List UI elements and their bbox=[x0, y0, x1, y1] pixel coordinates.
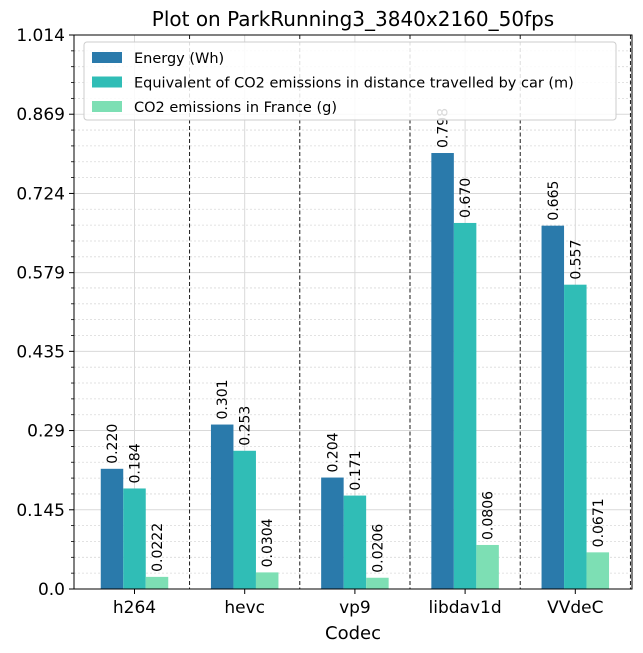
data-label: 0.0222 bbox=[150, 523, 166, 572]
x-tick-label: hevc bbox=[224, 598, 265, 618]
data-label: 0.0671 bbox=[591, 498, 607, 547]
bar-vp9-series-1 bbox=[343, 495, 367, 589]
legend-label: CO2 emissions in France (g) bbox=[134, 100, 337, 116]
data-label: 0.557 bbox=[568, 240, 584, 280]
y-tick-label: 0.435 bbox=[16, 342, 65, 362]
data-label: 0.184 bbox=[128, 443, 144, 483]
data-label: 0.253 bbox=[238, 406, 254, 446]
bar-vp9-series-0 bbox=[321, 477, 344, 589]
x-axis-label: Codec bbox=[325, 623, 381, 644]
y-tick-label: 0.29 bbox=[27, 422, 65, 442]
data-label: 0.670 bbox=[458, 178, 474, 218]
bar-h264-series-1 bbox=[123, 488, 146, 589]
legend-swatch bbox=[92, 76, 122, 88]
data-label: 0.665 bbox=[546, 181, 562, 221]
x-tick-label: h264 bbox=[113, 598, 156, 618]
bar-h264-series-2 bbox=[145, 576, 169, 589]
bar-libdav1d-series-1 bbox=[453, 222, 477, 590]
bar-vp9-series-2 bbox=[366, 577, 389, 589]
data-label: 0.0206 bbox=[370, 524, 386, 573]
bar-VVdeC-series-0 bbox=[541, 225, 565, 590]
legend-label: Equivalent of CO2 emissions in distance … bbox=[134, 76, 574, 92]
y-tick-label: 0.724 bbox=[16, 184, 65, 204]
bar-VVdeC-series-2 bbox=[586, 552, 610, 589]
y-tick-label: 0.579 bbox=[16, 264, 65, 284]
y-tick-label: 1.014 bbox=[16, 26, 65, 46]
legend-label: Energy (Wh) bbox=[134, 51, 224, 67]
category-separators bbox=[189, 35, 631, 589]
data-label: 0.0304 bbox=[260, 518, 276, 567]
data-label: 0.0806 bbox=[481, 491, 497, 540]
y-tick-label: 0.145 bbox=[16, 501, 65, 521]
x-axis: h264 hevc vp9 libdav1d VVdeC bbox=[113, 589, 603, 618]
x-tick-label: VVdeC bbox=[547, 598, 603, 618]
legend: Energy (Wh) Equivalent of CO2 emissions i… bbox=[83, 41, 617, 121]
y-tick-label: 0.0 bbox=[38, 580, 65, 600]
x-tick-label: vp9 bbox=[339, 598, 371, 618]
bars bbox=[100, 153, 610, 590]
legend-swatch bbox=[92, 101, 122, 112]
data-label: 0.204 bbox=[325, 432, 341, 472]
bar-libdav1d-series-0 bbox=[431, 153, 454, 589]
x-tick-label: libdav1d bbox=[429, 598, 502, 618]
data-label: 0.301 bbox=[215, 379, 231, 419]
y-tick-label: 0.869 bbox=[16, 105, 65, 125]
legend-swatch bbox=[92, 52, 122, 63]
bar-hevc-series-0 bbox=[210, 424, 234, 589]
data-labels: 0.2200.3010.2040.7980.6650.1840.2530.171… bbox=[105, 108, 607, 573]
chart-title: Plot on ParkRunning3_3840x2160_50fps bbox=[152, 7, 554, 31]
data-label: 0.171 bbox=[348, 450, 364, 490]
y-axis: 0.0 0.145 0.29 0.435 0.579 0.724 0.869 1.014 bbox=[16, 26, 74, 600]
bar-hevc-series-1 bbox=[233, 450, 256, 589]
data-label: 0.220 bbox=[105, 424, 121, 464]
bar-h264-series-0 bbox=[100, 468, 124, 589]
bar-VVdeC-series-1 bbox=[564, 284, 587, 589]
plot-frame bbox=[73, 34, 633, 590]
bar-libdav1d-series-2 bbox=[476, 544, 499, 589]
bar-hevc-series-2 bbox=[255, 572, 279, 589]
legend-box bbox=[83, 41, 617, 121]
